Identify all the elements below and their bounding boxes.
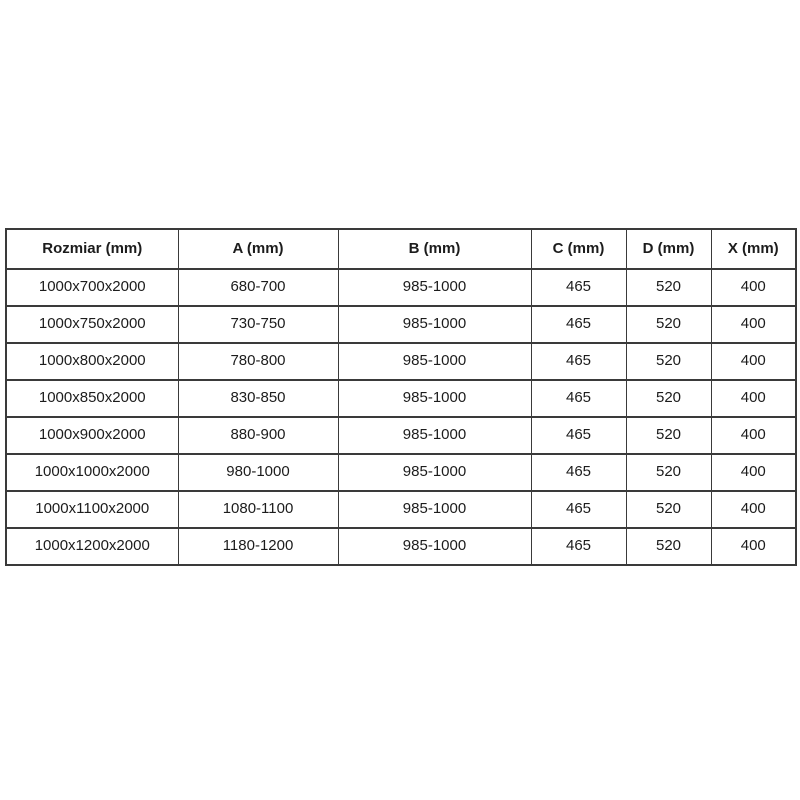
column-header-x: X (mm) (710, 228, 797, 270)
column-header-c: C (mm) (530, 228, 627, 270)
table-cell: 520 (625, 490, 712, 529)
table-cell: 465 (530, 379, 627, 418)
table-cell: 465 (530, 305, 627, 344)
table-cell: 680-700 (177, 268, 339, 307)
table-cell: 400 (710, 268, 797, 307)
table-cell: 400 (710, 490, 797, 529)
table-cell: 465 (530, 527, 627, 566)
table-cell: 1000x1000x2000 (5, 453, 179, 492)
header-row: Rozmiar (mm) A (mm) B (mm) C (mm) D (mm)… (5, 228, 797, 270)
table-cell: 1080-1100 (177, 490, 339, 529)
table-cell: 985-1000 (337, 305, 532, 344)
table-row: 1000x750x2000 730-750 985-1000 465 520 400 (5, 305, 797, 344)
table-row: 1000x700x2000 680-700 985-1000 465 520 400 (5, 268, 797, 307)
column-header-a: A (mm) (177, 228, 339, 270)
table-cell: 400 (710, 342, 797, 381)
table-cell: 985-1000 (337, 490, 532, 529)
table-cell: 1000x1200x2000 (5, 527, 179, 566)
table-row: 1000x800x2000 780-800 985-1000 465 520 400 (5, 342, 797, 381)
table-cell: 400 (710, 453, 797, 492)
table-cell: 730-750 (177, 305, 339, 344)
table-cell: 465 (530, 416, 627, 455)
table-cell: 520 (625, 416, 712, 455)
table-cell: 1000x800x2000 (5, 342, 179, 381)
table-cell: 520 (625, 342, 712, 381)
column-header-b: B (mm) (337, 228, 532, 270)
table-row: 1000x850x2000 830-850 985-1000 465 520 400 (5, 379, 797, 418)
table-cell: 1000x850x2000 (5, 379, 179, 418)
table-cell: 880-900 (177, 416, 339, 455)
table-body: 1000x700x2000 680-700 985-1000 465 520 400 100… (5, 268, 797, 566)
table-cell: 400 (710, 305, 797, 344)
table-cell: 400 (710, 416, 797, 455)
table-cell: 520 (625, 268, 712, 307)
table-cell: 465 (530, 453, 627, 492)
table-cell: 1000x900x2000 (5, 416, 179, 455)
table-cell: 465 (530, 342, 627, 381)
table-cell: 985-1000 (337, 453, 532, 492)
column-header-d: D (mm) (625, 228, 712, 270)
table-cell: 465 (530, 490, 627, 529)
table-cell: 1000x700x2000 (5, 268, 179, 307)
dimensions-table: Rozmiar (mm) A (mm) B (mm) C (mm) D (mm)… (5, 228, 797, 566)
column-header-rozmiar: Rozmiar (mm) (5, 228, 179, 270)
table-row: 1000x1000x2000 980-1000 985-1000 465 520 400 (5, 453, 797, 492)
table-cell: 1180-1200 (177, 527, 339, 566)
table-cell: 520 (625, 305, 712, 344)
table-cell: 400 (710, 527, 797, 566)
table-cell: 985-1000 (337, 527, 532, 566)
table-cell: 980-1000 (177, 453, 339, 492)
table-cell: 520 (625, 379, 712, 418)
table-cell: 465 (530, 268, 627, 307)
table-cell: 985-1000 (337, 416, 532, 455)
table-cell: 985-1000 (337, 379, 532, 418)
table-cell: 985-1000 (337, 342, 532, 381)
table-row: 1000x1200x2000 1180-1200 985-1000 465 520 400 (5, 527, 797, 566)
table-row: 1000x900x2000 880-900 985-1000 465 520 400 (5, 416, 797, 455)
table-cell: 830-850 (177, 379, 339, 418)
table-cell: 780-800 (177, 342, 339, 381)
table-row: 1000x1100x2000 1080-1100 985-1000 465 520 400 (5, 490, 797, 529)
table-header: Rozmiar (mm) A (mm) B (mm) C (mm) D (mm)… (5, 228, 797, 270)
table-cell: 1000x1100x2000 (5, 490, 179, 529)
table-cell: 985-1000 (337, 268, 532, 307)
table-cell: 520 (625, 527, 712, 566)
table-cell: 400 (710, 379, 797, 418)
table-cell: 1000x750x2000 (5, 305, 179, 344)
table-cell: 520 (625, 453, 712, 492)
